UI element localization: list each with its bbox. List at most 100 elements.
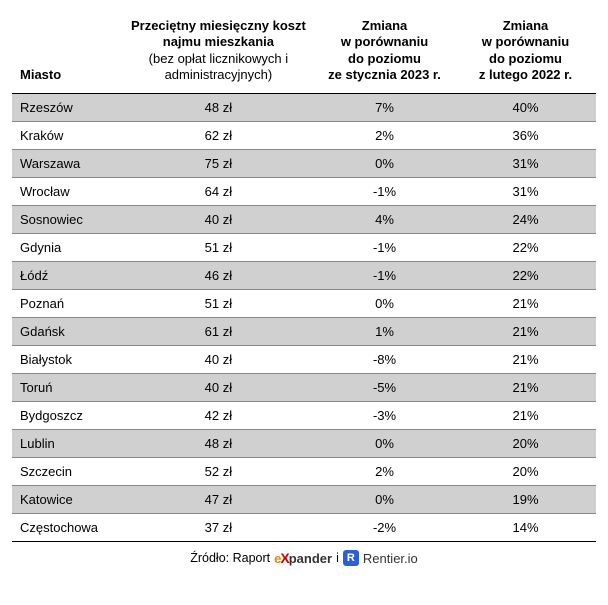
- cell-chg_feb: 21%: [455, 346, 596, 374]
- table-row: Szczecin52 zł2%20%: [12, 458, 596, 486]
- table-row: Łódź46 zł-1%22%: [12, 262, 596, 290]
- table-row: Kraków62 zł2%36%: [12, 122, 596, 150]
- header-change-feb-l1: Zmiana: [459, 18, 592, 34]
- table-row: Gdynia51 zł-1%22%: [12, 234, 596, 262]
- cell-chg_jan: 0%: [314, 150, 455, 178]
- cell-chg_feb: 31%: [455, 178, 596, 206]
- cell-city: Toruń: [12, 374, 123, 402]
- cell-city: Poznań: [12, 290, 123, 318]
- header-change-feb-l4: z lutego 2022 r.: [459, 67, 592, 83]
- expander-rest: pander: [289, 551, 332, 566]
- cell-city: Lublin: [12, 430, 123, 458]
- table-body: Rzeszów48 zł7%40%Kraków62 zł2%36%Warszaw…: [12, 94, 596, 542]
- cell-city: Katowice: [12, 486, 123, 514]
- rent-cost-table: Miasto Przeciętny miesięczny koszt najmu…: [12, 12, 596, 542]
- cell-cost: 47 zł: [123, 486, 314, 514]
- cell-chg_feb: 20%: [455, 458, 596, 486]
- table-row: Rzeszów48 zł7%40%: [12, 94, 596, 122]
- table-row: Toruń40 zł-5%21%: [12, 374, 596, 402]
- source-footer: Źródło: Raport eXpander i R Rentier.io: [12, 541, 596, 566]
- footer-prefix: Źródło: Raport: [190, 551, 270, 565]
- cell-cost: 64 zł: [123, 178, 314, 206]
- header-change-feb-l3: do poziomu: [459, 51, 592, 67]
- cell-cost: 75 zł: [123, 150, 314, 178]
- header-city: Miasto: [12, 12, 123, 94]
- cell-chg_jan: 0%: [314, 486, 455, 514]
- cell-cost: 62 zł: [123, 122, 314, 150]
- table-row: Gdańsk61 zł1%21%: [12, 318, 596, 346]
- header-cost-sub: (bez opłat licznikowych i administracyjn…: [127, 51, 310, 84]
- header-change-jan-l4: ze stycznia 2023 r.: [318, 67, 451, 83]
- header-change-jan-l1: Zmiana: [318, 18, 451, 34]
- rentier-badge-icon: R: [343, 550, 359, 566]
- expander-logo: eXpander: [274, 550, 332, 566]
- cell-city: Częstochowa: [12, 514, 123, 542]
- cell-cost: 37 zł: [123, 514, 314, 542]
- header-change-jan-l2: w porównaniu: [318, 34, 451, 50]
- cell-chg_jan: 2%: [314, 458, 455, 486]
- cell-chg_jan: 1%: [314, 318, 455, 346]
- cell-city: Rzeszów: [12, 94, 123, 122]
- header-change-feb: Zmiana w porównaniu do poziomu z lutego …: [455, 12, 596, 94]
- cell-cost: 51 zł: [123, 234, 314, 262]
- cell-city: Gdańsk: [12, 318, 123, 346]
- table-header: Miasto Przeciętny miesięczny koszt najmu…: [12, 12, 596, 94]
- header-cost-bold: Przeciętny miesięczny koszt najmu mieszk…: [127, 18, 310, 51]
- cell-chg_feb: 20%: [455, 430, 596, 458]
- cell-chg_feb: 31%: [455, 150, 596, 178]
- cell-chg_jan: 0%: [314, 290, 455, 318]
- cell-cost: 40 zł: [123, 206, 314, 234]
- cell-cost: 42 zł: [123, 402, 314, 430]
- header-change-feb-l2: w porównaniu: [459, 34, 592, 50]
- cell-city: Sosnowiec: [12, 206, 123, 234]
- cell-cost: 40 zł: [123, 346, 314, 374]
- cell-cost: 52 zł: [123, 458, 314, 486]
- cell-city: Białystok: [12, 346, 123, 374]
- cell-chg_jan: -3%: [314, 402, 455, 430]
- cell-chg_feb: 21%: [455, 290, 596, 318]
- rentier-label: Rentier.io: [363, 551, 418, 566]
- cell-chg_feb: 36%: [455, 122, 596, 150]
- cell-chg_jan: 2%: [314, 122, 455, 150]
- table-row: Katowice47 zł0%19%: [12, 486, 596, 514]
- cell-city: Szczecin: [12, 458, 123, 486]
- table-row: Białystok40 zł-8%21%: [12, 346, 596, 374]
- table-row: Bydgoszcz42 zł-3%21%: [12, 402, 596, 430]
- cell-cost: 48 zł: [123, 94, 314, 122]
- cell-chg_jan: -1%: [314, 234, 455, 262]
- cell-city: Kraków: [12, 122, 123, 150]
- cell-cost: 51 zł: [123, 290, 314, 318]
- cell-city: Łódź: [12, 262, 123, 290]
- cell-chg_jan: -5%: [314, 374, 455, 402]
- cell-chg_jan: 7%: [314, 94, 455, 122]
- header-cost: Przeciętny miesięczny koszt najmu mieszk…: [123, 12, 314, 94]
- table-row: Sosnowiec40 zł4%24%: [12, 206, 596, 234]
- cell-cost: 61 zł: [123, 318, 314, 346]
- cell-cost: 48 zł: [123, 430, 314, 458]
- table-row: Warszawa75 zł0%31%: [12, 150, 596, 178]
- cell-chg_feb: 22%: [455, 262, 596, 290]
- cell-chg_feb: 24%: [455, 206, 596, 234]
- cell-chg_jan: -1%: [314, 262, 455, 290]
- cell-chg_jan: 4%: [314, 206, 455, 234]
- cell-cost: 46 zł: [123, 262, 314, 290]
- cell-city: Wrocław: [12, 178, 123, 206]
- cell-chg_jan: -2%: [314, 514, 455, 542]
- cell-chg_feb: 19%: [455, 486, 596, 514]
- cell-chg_jan: -1%: [314, 178, 455, 206]
- table-row: Poznań51 zł0%21%: [12, 290, 596, 318]
- header-change-jan-l3: do poziomu: [318, 51, 451, 67]
- cell-chg_jan: -8%: [314, 346, 455, 374]
- header-change-jan: Zmiana w porównaniu do poziomu ze styczn…: [314, 12, 455, 94]
- cell-chg_feb: 21%: [455, 402, 596, 430]
- cell-chg_feb: 21%: [455, 374, 596, 402]
- cell-chg_feb: 21%: [455, 318, 596, 346]
- cell-city: Bydgoszcz: [12, 402, 123, 430]
- footer-and: i: [336, 551, 339, 565]
- cell-chg_jan: 0%: [314, 430, 455, 458]
- cell-city: Gdynia: [12, 234, 123, 262]
- table-row: Częstochowa37 zł-2%14%: [12, 514, 596, 542]
- table-row: Lublin48 zł0%20%: [12, 430, 596, 458]
- cell-chg_feb: 40%: [455, 94, 596, 122]
- cell-chg_feb: 22%: [455, 234, 596, 262]
